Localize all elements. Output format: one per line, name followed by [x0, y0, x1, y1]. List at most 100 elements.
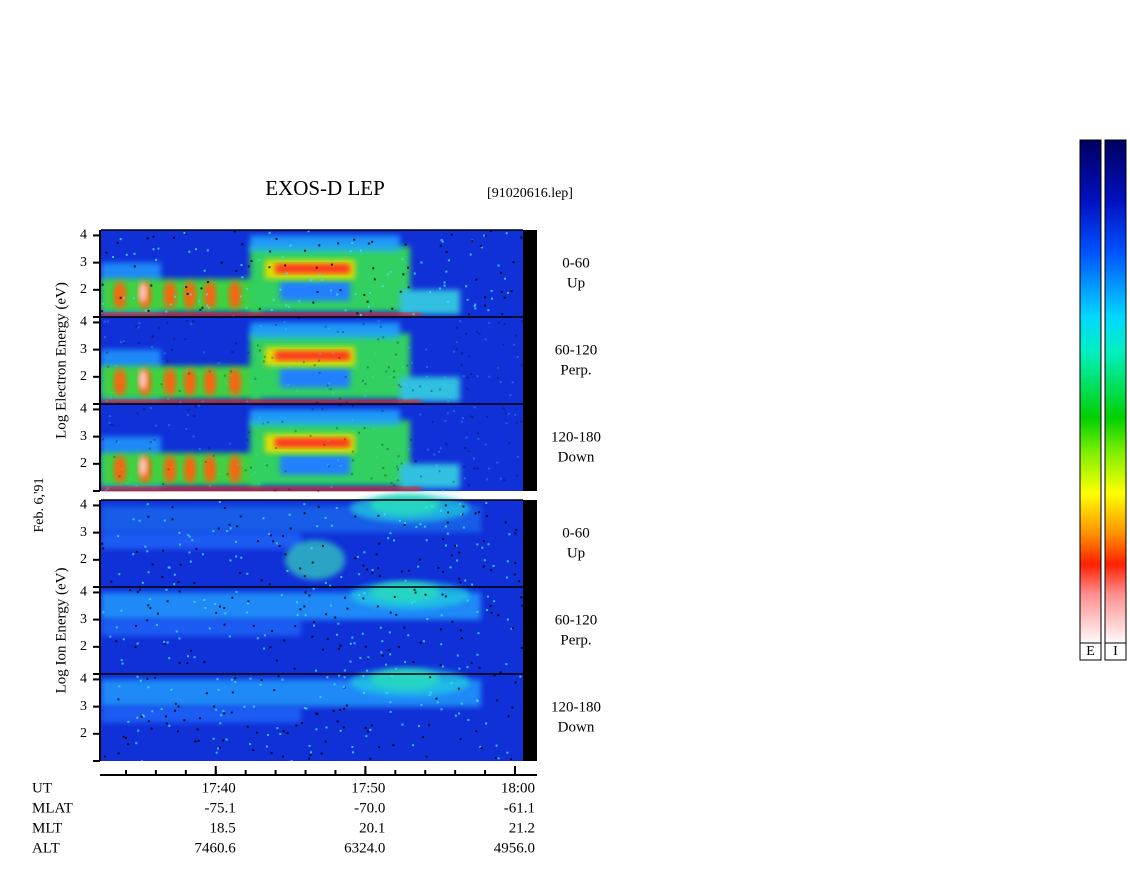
noise-pixel	[225, 738, 228, 741]
noise-pixel	[298, 300, 301, 303]
noise-pixel	[414, 591, 417, 594]
noise-pixel	[345, 401, 348, 404]
noise-pixel	[444, 504, 447, 507]
noise-pixel	[343, 669, 346, 672]
y-tick-label: 3	[80, 525, 87, 540]
noise-pixel	[408, 569, 411, 572]
noise-pixel	[363, 691, 366, 694]
noise-pixel	[420, 475, 423, 478]
noise-pixel	[351, 751, 354, 754]
noise-pixel	[235, 269, 238, 272]
noise-pixel	[115, 440, 118, 443]
noise-pixel	[241, 276, 244, 279]
noise-pixel	[259, 324, 262, 327]
noise-pixel	[178, 661, 181, 664]
noise-pixel	[129, 477, 132, 480]
noise-pixel	[342, 726, 345, 729]
noise-pixel	[318, 371, 321, 374]
noise-pixel	[203, 269, 206, 272]
spectrogram-feature	[139, 282, 147, 303]
noise-pixel	[318, 244, 321, 247]
noise-pixel	[511, 381, 514, 384]
noise-pixel	[316, 525, 319, 528]
noise-pixel	[469, 253, 472, 256]
noise-pixel	[174, 709, 177, 712]
noise-pixel	[286, 570, 289, 573]
noise-pixel	[123, 341, 126, 344]
spectrogram-feature	[101, 486, 421, 491]
noise-pixel	[149, 607, 152, 610]
noise-pixel	[179, 543, 182, 546]
noise-pixel	[454, 544, 457, 547]
spectrogram-feature	[139, 456, 147, 477]
noise-pixel	[334, 616, 337, 619]
noise-pixel	[101, 542, 104, 545]
noise-pixel	[282, 730, 285, 733]
noise-pixel	[520, 596, 523, 599]
noise-pixel	[202, 351, 205, 354]
noise-pixel	[495, 744, 498, 747]
noise-pixel	[486, 595, 489, 598]
spectrogram-feature	[184, 455, 196, 484]
noise-pixel	[223, 374, 226, 377]
noise-pixel	[337, 647, 340, 650]
noise-pixel	[397, 468, 400, 471]
noise-pixel	[382, 336, 385, 339]
noise-pixel	[373, 278, 376, 281]
noise-pixel	[186, 319, 189, 322]
noise-pixel	[313, 364, 316, 367]
noise-pixel	[479, 245, 482, 248]
noise-pixel	[183, 719, 186, 722]
noise-pixel	[487, 309, 490, 312]
noise-pixel	[403, 626, 406, 629]
noise-pixel	[290, 760, 293, 761]
noise-pixel	[496, 461, 499, 464]
noise-pixel	[455, 347, 458, 350]
noise-pixel	[387, 366, 390, 369]
noise-pixel	[439, 664, 442, 667]
noise-pixel	[403, 522, 406, 525]
noise-pixel	[256, 354, 259, 357]
no-data-strip	[523, 404, 537, 491]
noise-pixel	[439, 388, 442, 391]
noise-pixel	[165, 722, 168, 725]
noise-pixel	[437, 566, 440, 569]
noise-pixel	[275, 237, 278, 240]
noise-pixel	[241, 243, 244, 246]
noise-pixel	[457, 687, 460, 690]
noise-pixel	[389, 653, 392, 656]
noise-pixel	[369, 757, 372, 760]
noise-pixel	[302, 361, 305, 364]
noise-pixel	[414, 459, 417, 462]
noise-pixel	[113, 455, 116, 458]
spectrogram-feature	[114, 281, 126, 310]
noise-pixel	[263, 421, 266, 424]
noise-pixel	[335, 633, 338, 636]
noise-pixel	[146, 237, 149, 240]
noise-pixel	[501, 313, 504, 316]
noise-pixel	[109, 423, 112, 426]
noise-pixel	[399, 468, 402, 471]
noise-pixel	[480, 246, 483, 249]
noise-pixel	[478, 332, 481, 335]
noise-pixel	[204, 606, 207, 609]
noise-pixel	[382, 466, 385, 469]
noise-pixel	[117, 698, 120, 701]
noise-pixel	[151, 563, 154, 566]
noise-pixel	[167, 397, 170, 400]
noise-pixel	[230, 711, 233, 714]
noise-pixel	[337, 459, 340, 462]
noise-pixel	[122, 340, 125, 343]
spectrogram-feature	[400, 376, 460, 402]
noise-pixel	[196, 728, 199, 731]
noise-pixel	[480, 747, 483, 750]
noise-pixel	[332, 391, 335, 394]
noise-pixel	[389, 710, 392, 713]
noise-pixel	[521, 604, 523, 607]
noise-pixel	[403, 382, 406, 385]
orbit-value: -70.0	[354, 800, 385, 816]
noise-pixel	[153, 438, 156, 441]
noise-pixel	[213, 705, 216, 708]
noise-pixel	[346, 607, 349, 610]
noise-pixel	[488, 467, 491, 470]
